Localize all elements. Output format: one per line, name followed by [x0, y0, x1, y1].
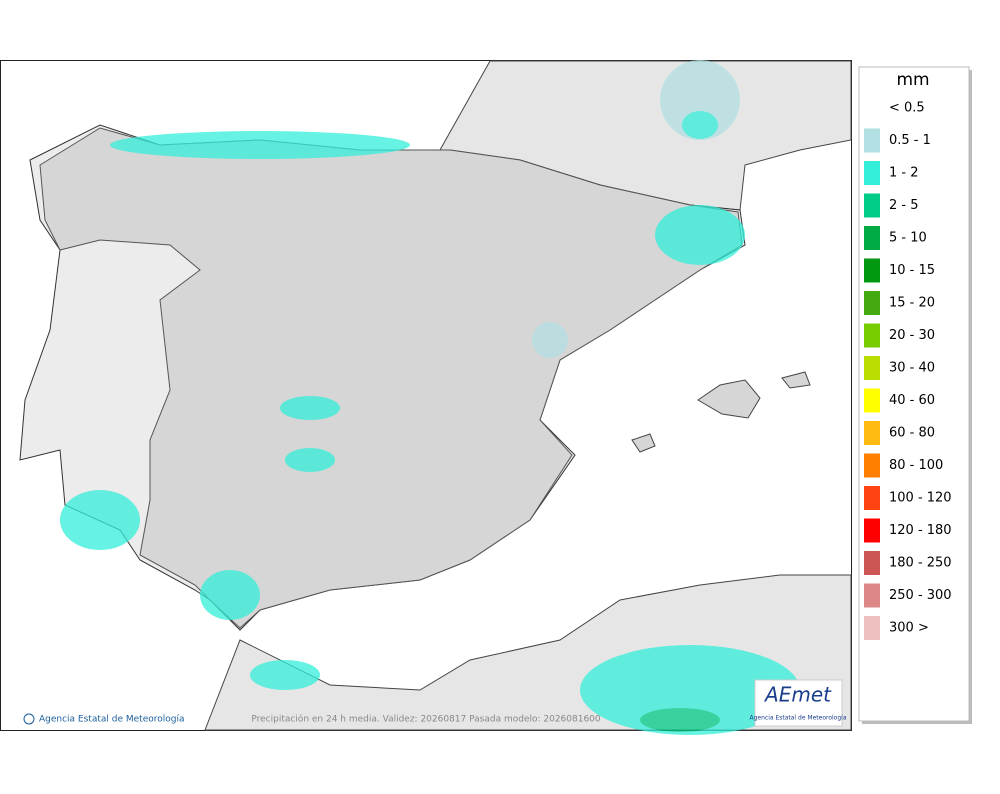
- legend-label: 300 >: [889, 621, 929, 636]
- rain-area: [580, 645, 800, 735]
- ibiza: [631, 433, 656, 453]
- precipitation: [60, 60, 800, 735]
- legend-swatch: [864, 226, 880, 250]
- legend-label: 15 - 20: [889, 296, 935, 311]
- legend-title: mm: [896, 70, 929, 90]
- legend-label: 250 - 300: [889, 588, 952, 603]
- legend-label: 0.5 - 1: [889, 133, 931, 148]
- menorca: [781, 371, 811, 389]
- legend-label: 20 - 30: [889, 328, 935, 343]
- legend-swatch: [864, 518, 880, 543]
- legend-swatch: [864, 551, 880, 575]
- legend-swatch: [864, 421, 880, 445]
- rain-area: [110, 131, 410, 159]
- legend-label: 40 - 60: [889, 393, 935, 408]
- legend-swatch: [864, 161, 880, 185]
- legend-swatch: [864, 291, 880, 315]
- caption: Precipitación en 24 h media. Validez: 20…: [251, 714, 601, 725]
- legend-swatch: [864, 323, 880, 348]
- rain-area: [200, 570, 260, 620]
- logo: AEmet: [763, 683, 832, 707]
- rain-area: [250, 660, 320, 690]
- legend-swatch: [864, 583, 880, 608]
- legend-swatch: [864, 258, 880, 283]
- legend-swatch: [864, 616, 880, 640]
- legend-label: 10 - 15: [889, 263, 935, 278]
- legend-label: 80 - 100: [889, 458, 943, 473]
- legend-label: 100 - 120: [889, 491, 952, 506]
- mallorca: [697, 379, 761, 419]
- spain: [39, 127, 743, 629]
- legend-swatch: [864, 388, 880, 413]
- legend-label: 2 - 5: [889, 198, 919, 213]
- legend-label: 120 - 180: [889, 523, 952, 538]
- legend-label: 5 - 10: [889, 231, 927, 246]
- map: AEmet Agencia Estatal de Meteorología Ag…: [0, 60, 852, 735]
- rain-area: [682, 111, 718, 139]
- legend-label: 180 - 250: [889, 556, 952, 571]
- rain-area: [280, 396, 340, 420]
- legend-swatch: [864, 453, 880, 478]
- legend-swatch: [864, 356, 880, 380]
- rain-area: [60, 490, 140, 550]
- logo-subtitle: Agencia Estatal de Meteorología: [750, 715, 847, 722]
- legend-label: 60 - 80: [889, 426, 935, 441]
- rain-area: [655, 205, 745, 265]
- legend-swatch: [864, 486, 880, 510]
- legend-swatch: [864, 128, 880, 153]
- rain-area: [532, 322, 568, 358]
- rain-area: [640, 708, 720, 732]
- legend-label: 30 - 40: [889, 361, 935, 376]
- credit: Agencia Estatal de Meteorología: [39, 715, 185, 725]
- logo-box: [754, 679, 843, 727]
- legend-label: 1 - 2: [889, 166, 919, 181]
- legend: mm < 0.5 0.5 - 1 1 - 2 2 - 5 5 - 10 10 - 15 15…: [858, 66, 972, 724]
- legend-label: < 0.5: [889, 101, 925, 116]
- rain-area: [285, 448, 335, 472]
- copyright-icon: [23, 713, 35, 725]
- rain-area: [660, 60, 740, 140]
- legend-swatch: [864, 193, 880, 218]
